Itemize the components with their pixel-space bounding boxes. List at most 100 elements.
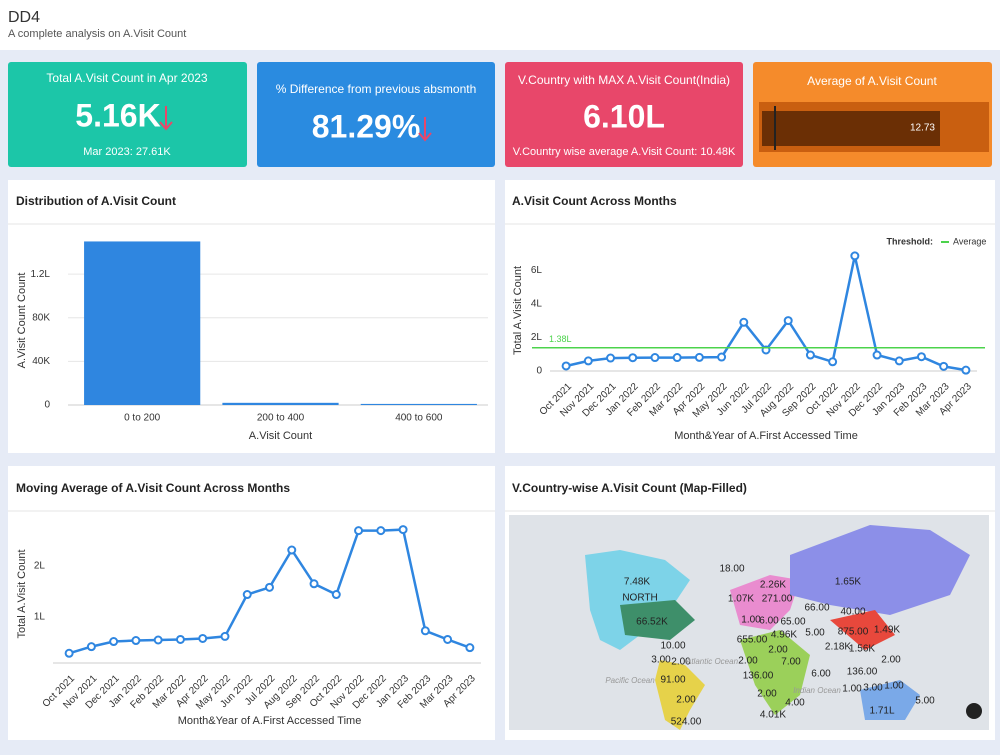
point: [198, 633, 208, 643]
x-axis-label: Month&Year of A.First Accessed Time: [178, 715, 362, 727]
map-label: 2.00: [671, 657, 691, 668]
kpi-card: [257, 62, 495, 167]
page-subtitle: A complete analysis on A.Visit Count: [8, 28, 186, 40]
map-label: 7.48K: [624, 577, 650, 588]
point: [650, 353, 660, 363]
ocean-label: Indian Ocean: [793, 686, 841, 695]
map-label: 136.00: [847, 667, 878, 678]
land: [790, 525, 970, 615]
map-label: 136.00: [743, 671, 774, 682]
map-label: 7.00: [781, 657, 801, 668]
header-bar: [0, 0, 1000, 50]
y-tick-label: 1L: [34, 612, 46, 623]
map-label: 6.00: [759, 616, 779, 627]
point: [717, 352, 727, 362]
point: [309, 579, 319, 589]
chart-title: V.Country-wise A.Visit Count (Map-Filled…: [512, 481, 747, 495]
legend-label: Average: [953, 236, 986, 246]
map-label: 6.00: [811, 669, 831, 680]
map-label: 1.00: [842, 684, 862, 695]
map-label: 2.00: [768, 645, 788, 656]
kpi-title: Total A.Visit Count in Apr 2023: [46, 71, 208, 85]
y-tick-label: 2L: [34, 561, 46, 572]
point: [672, 353, 682, 363]
point: [783, 316, 793, 326]
map-label: 40.00: [840, 607, 865, 618]
land: [620, 600, 695, 640]
point: [739, 317, 749, 327]
map-label: 5.00: [915, 696, 935, 707]
point: [331, 590, 341, 600]
point: [443, 634, 453, 644]
down-arrow: [159, 106, 173, 131]
map-label: 4.00: [785, 698, 805, 709]
x-tick-label: 0 to 200: [124, 413, 161, 424]
point: [131, 636, 141, 646]
chart-title: Moving Average of A.Visit Count Across M…: [16, 481, 290, 495]
point: [628, 353, 638, 363]
y-tick-label: 40K: [32, 356, 50, 367]
down-arrow: [418, 117, 432, 142]
ocean-label: Atlantic Ocean: [685, 657, 739, 666]
map: [509, 515, 989, 730]
bullet-bar: [762, 111, 940, 146]
point: [86, 642, 96, 652]
map-label: 2.00: [676, 695, 696, 706]
land: [730, 575, 800, 630]
x-axis-label: Month&Year of A.First Accessed Time: [674, 430, 858, 442]
map-label: 10.00: [660, 641, 685, 652]
kpi-value: 81.29%: [312, 108, 421, 144]
map-label: 271.00: [762, 594, 793, 605]
point: [287, 545, 297, 555]
map-label: 2.26K: [760, 580, 786, 591]
kpi-card: [8, 62, 247, 167]
panel: [505, 180, 995, 453]
y-axis-label: Total A.Visit Count: [16, 549, 28, 638]
point: [850, 251, 860, 261]
point: [583, 356, 593, 366]
point: [561, 361, 571, 371]
y-axis-label: Total A.Visit Count: [512, 266, 524, 355]
legend-title: Threshold:: [887, 236, 934, 246]
x-tick-label: 400 to 600: [395, 413, 443, 424]
point: [939, 361, 949, 371]
panel: [8, 466, 495, 740]
point: [153, 635, 163, 645]
point: [398, 525, 408, 535]
x-tick-label: 200 to 400: [257, 413, 305, 424]
y-tick-label: 0: [536, 366, 542, 377]
land: [655, 660, 705, 730]
map-label: 1.71L: [869, 706, 894, 717]
map-label: 65.00: [780, 617, 805, 628]
map-label: 875.00: [838, 627, 869, 638]
map-label: NORTH: [622, 593, 657, 604]
point: [894, 356, 904, 366]
bar: [222, 402, 339, 405]
x-axis-label: A.Visit Count: [249, 430, 312, 442]
land: [830, 610, 895, 650]
map-label: 1.65K: [835, 577, 861, 588]
point: [872, 350, 882, 360]
map-label: 2.00: [757, 689, 777, 700]
point: [265, 582, 274, 592]
kpi-title: Average of A.Visit Count: [807, 74, 937, 88]
chart-title: Distribution of A.Visit Count: [16, 194, 176, 208]
y-tick-label: 80K: [32, 312, 50, 323]
y-tick-label: 4L: [531, 298, 543, 309]
y-tick-label: 6L: [531, 265, 543, 276]
bullet-label: 12.73: [910, 123, 935, 134]
kpi-title: % Difference from previous absmonth: [276, 82, 477, 96]
point: [828, 357, 838, 367]
map-label: 655.00: [737, 635, 768, 646]
point: [64, 648, 74, 658]
page-title: DD4: [8, 9, 40, 26]
info-icon[interactable]: [966, 703, 982, 719]
map-label: 66.52K: [636, 617, 668, 628]
map-label: 2.00: [738, 656, 758, 667]
map-label: 91.00: [660, 675, 685, 686]
threshold-label: 1.38L: [549, 334, 572, 344]
land: [585, 550, 690, 650]
point: [465, 643, 475, 653]
kpi-value: 6.10L: [583, 98, 665, 134]
